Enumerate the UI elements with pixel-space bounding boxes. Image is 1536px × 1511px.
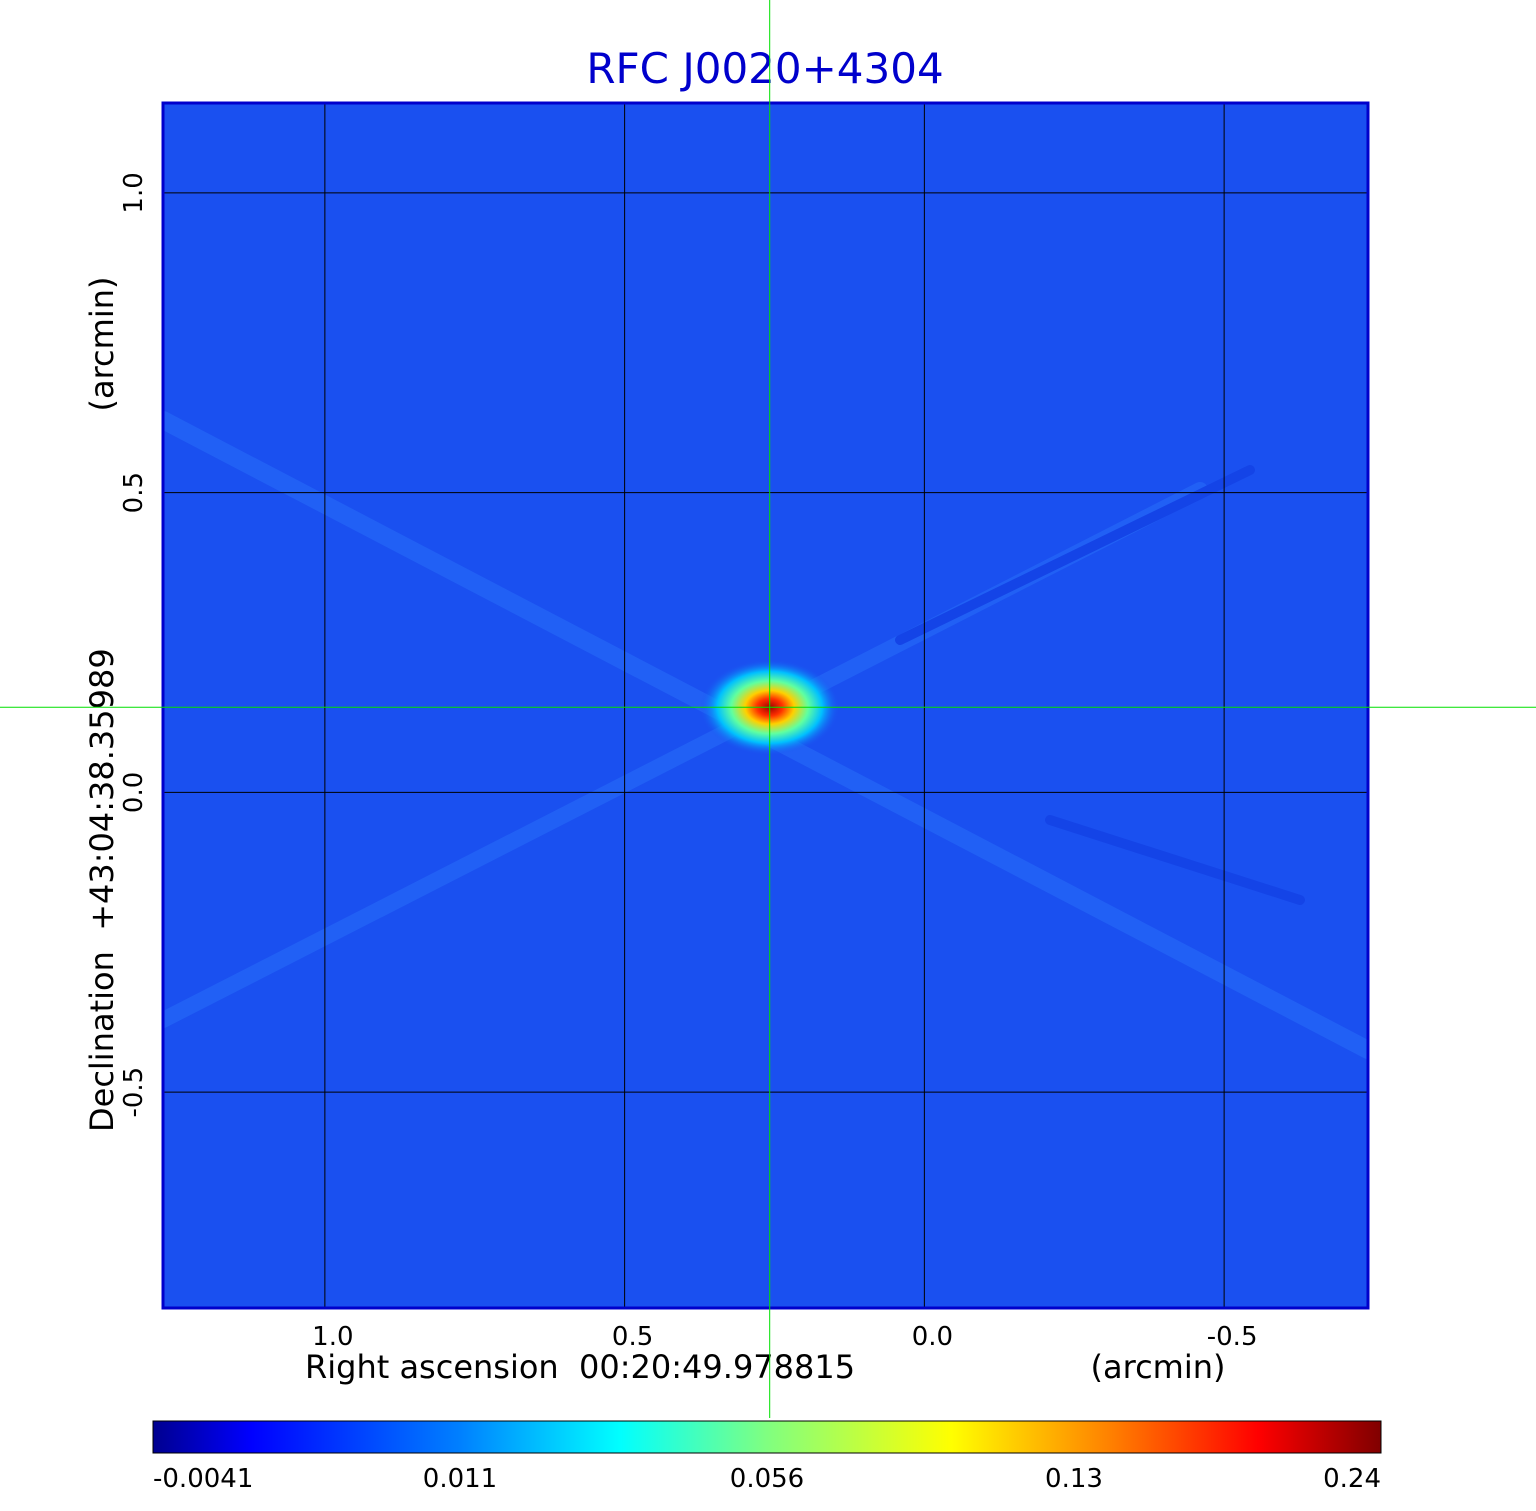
grid-lines [163,103,1368,1308]
x-tick-label: 0.0 [912,1322,953,1352]
x-tick-label: 0.5 [612,1322,653,1352]
colorbar [152,1420,1382,1454]
x-axis-label: Right ascension 00:20:49.978815 [305,1348,855,1386]
plot-frame [161,101,1370,1310]
y-tick-label: 0.0 [119,772,149,813]
y-tick-labels: 1.0 0.5 0.0 -0.5 [119,172,149,1117]
x-axis-unit: (arcmin) [1091,1348,1226,1386]
colorbar-tick-label: 0.24 [1323,1464,1381,1494]
x-tick-label: -0.5 [1207,1322,1258,1352]
y-tick-label: -0.5 [119,1067,149,1118]
colorbar-tick-label: 0.011 [423,1464,497,1494]
x-tick-labels: 1.0 0.5 0.0 -0.5 [312,1322,1257,1352]
chart-title: RFC J0020+4304 [586,44,943,93]
colorbar-tick-labels: -0.0041 0.011 0.056 0.13 0.24 [153,1464,1381,1494]
y-axis-label: Declination +43:04:38.35989 [83,648,121,1132]
colorbar-tick-label: 0.13 [1045,1464,1103,1494]
y-tick-label: 0.5 [119,472,149,513]
colorbar-tick-label: -0.0041 [153,1464,253,1494]
y-tick-label: 1.0 [119,172,149,213]
plot-area [163,103,1368,1308]
colorbar-tick-label: 0.056 [730,1464,804,1494]
y-axis-unit: (arcmin) [83,277,121,412]
x-tick-label: 1.0 [312,1322,353,1352]
